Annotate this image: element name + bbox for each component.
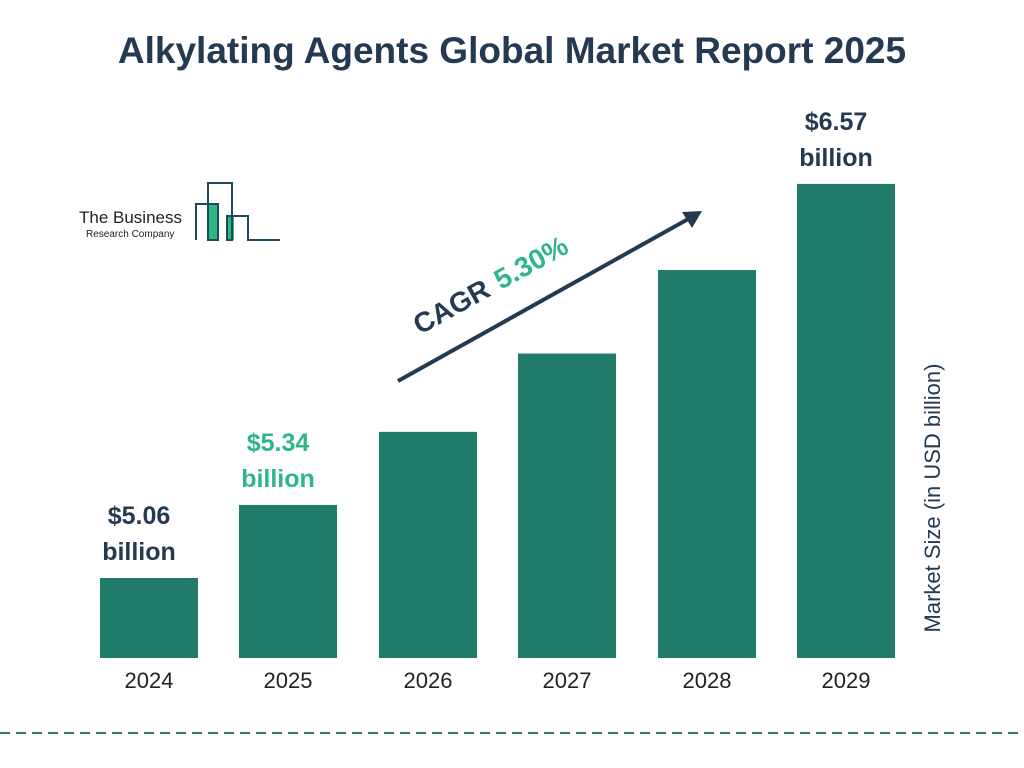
logo: The Business Research Company [79, 182, 280, 241]
bar-2025 [239, 504, 337, 658]
cagr-arrow [397, 211, 702, 383]
bar-2026 [379, 431, 477, 658]
bar-2024 [100, 578, 198, 658]
y-axis-label: Market Size (in USD billion) [920, 364, 945, 633]
data-label-2024: billion [102, 538, 176, 566]
data-label-2029: billion [799, 144, 873, 172]
logo-bar-1 [208, 204, 218, 240]
data-label-2029: $6.57 [805, 108, 868, 136]
data-label-2025: $5.34 [247, 429, 310, 457]
bar-2028 [658, 270, 756, 658]
x-tick-label: 2027 [543, 668, 592, 693]
logo-line1: The Business [79, 208, 182, 227]
data-label-2024: $5.06 [108, 502, 171, 530]
x-tick-label: 2025 [264, 668, 313, 693]
bar-2029 [797, 183, 895, 658]
x-tick-label: 2024 [125, 668, 174, 693]
x-tick-label: 2028 [683, 668, 732, 693]
x-tick-label: 2026 [404, 668, 453, 693]
logo-line2: Research Company [86, 229, 174, 240]
data-label-2025: billion [241, 465, 315, 493]
x-tick-label: 2029 [822, 668, 871, 693]
bar-2027 [518, 353, 616, 658]
chart-title: Alkylating Agents Global Market Report 2… [117, 30, 907, 71]
logo-outline [195, 182, 280, 241]
cagr-label: CAGR5.30% [408, 230, 573, 340]
